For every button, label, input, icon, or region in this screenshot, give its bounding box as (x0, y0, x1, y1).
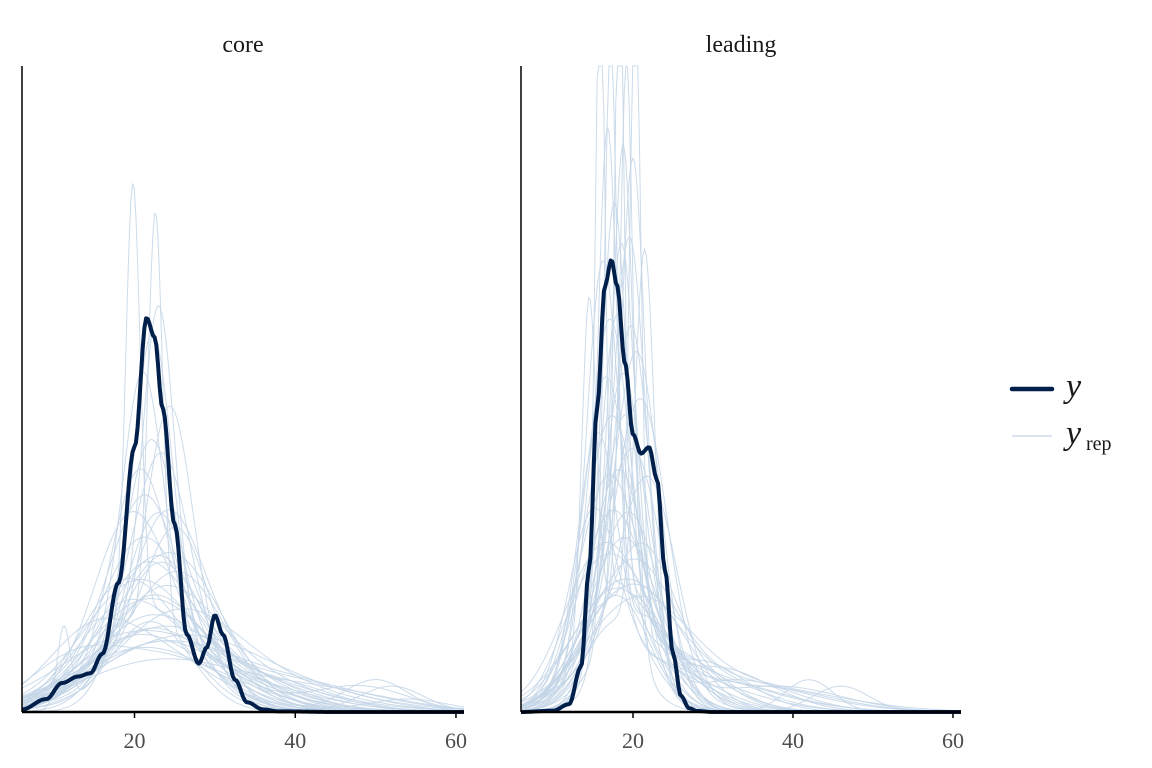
legend: y y rep (1009, 368, 1112, 455)
legend-label-yrep: y (1063, 415, 1082, 452)
yrep-line-leading-32 (520, 542, 962, 713)
yrep-line-core-1 (21, 212, 464, 713)
yrep-line-core-31 (21, 640, 465, 711)
panel-title-core: core (222, 32, 263, 58)
x-tick-label-core-20: 20 (124, 728, 146, 753)
panel-core: core 20 40 60 (21, 32, 467, 753)
yrep-line-core-37 (21, 629, 465, 712)
yrep-line-core-29 (21, 633, 465, 711)
yrep-line-core-26 (21, 598, 465, 713)
yrep-line-core-27 (21, 627, 465, 712)
yrep-line-leading-9 (520, 296, 961, 713)
panel-title-leading: leading (706, 32, 777, 58)
yrep-line-core-3 (21, 332, 464, 713)
yrep-line-leading-39 (520, 595, 962, 712)
yrep-line-leading-35 (520, 558, 962, 713)
panel-leading: leading 20 40 60 (520, 32, 964, 753)
yrep-line-core-28 (21, 608, 465, 712)
yrep-line-core-16 (21, 554, 464, 713)
x-tick-label-core-60: 60 (445, 728, 467, 753)
x-tick-label-leading-60: 60 (942, 728, 964, 753)
x-tick-label-leading-40: 40 (782, 728, 804, 753)
x-tick-label-leading-20: 20 (622, 728, 644, 753)
yrep-line-leading-18 (520, 350, 961, 713)
yrep-line-core-38 (21, 644, 464, 713)
yrep-line-core-22 (21, 584, 465, 713)
x-tick-label-core-40: 40 (284, 728, 306, 753)
yrep-line-leading-22 (520, 397, 961, 713)
legend-label-yrep-sub: rep (1086, 433, 1112, 455)
legend-label-y: y (1063, 368, 1082, 405)
yrep-line-core-39 (21, 658, 465, 710)
